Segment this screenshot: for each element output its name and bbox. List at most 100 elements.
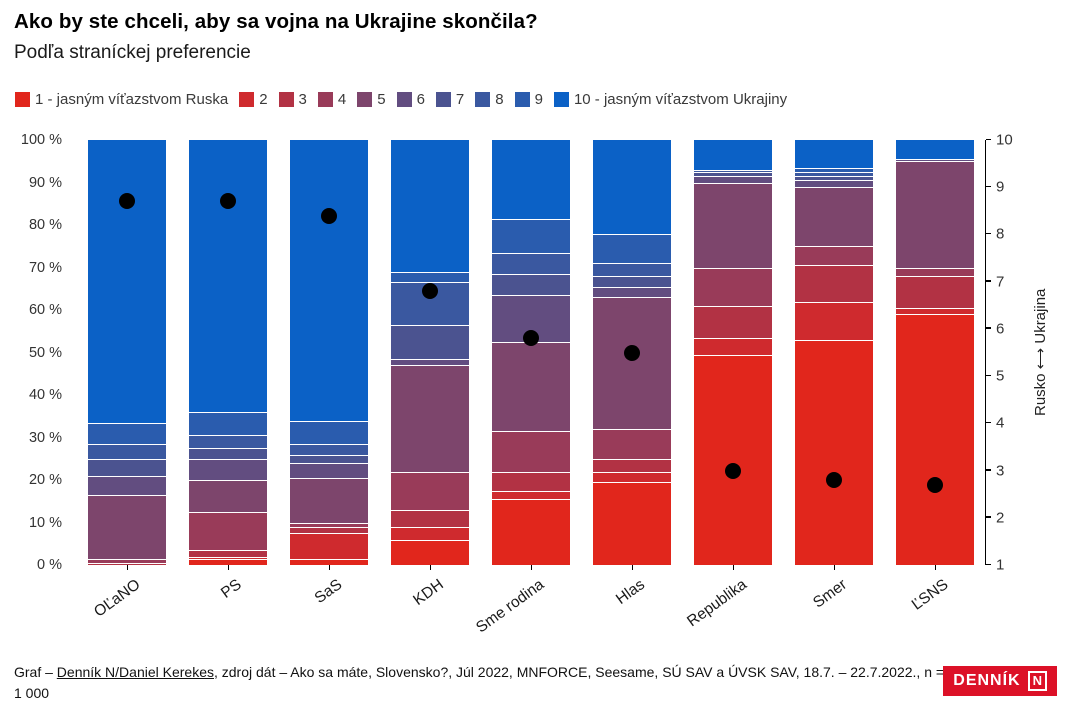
stacked-bar xyxy=(693,140,772,565)
bar-segment-4 xyxy=(289,522,368,527)
bar-segment-1 xyxy=(491,499,570,565)
right-axis-tick xyxy=(986,516,991,518)
stacked-bar xyxy=(592,140,671,565)
stacked-bar-chart: 0 % 10 % 20 % 30 % 40 % 50 % 60 % 70 % 80 % 90 % 1… xyxy=(0,132,1071,640)
bar-segment-3 xyxy=(693,305,772,338)
bar-segment-3 xyxy=(390,509,469,527)
legend-color-swatch xyxy=(514,92,530,107)
stacked-bar xyxy=(390,140,469,565)
right-axis-tick-label: 7 xyxy=(996,273,1005,291)
x-axis-tick xyxy=(732,565,734,570)
legend-label: 1 - jasným víťazstvom Ruska xyxy=(35,91,229,108)
bar-segment-8 xyxy=(693,169,772,172)
stacked-bar xyxy=(289,140,368,565)
legend-item: 8 xyxy=(475,91,504,108)
mean-dot xyxy=(623,344,640,361)
x-axis-label: Sme rodina xyxy=(473,576,548,637)
legend-item: 1 - jasným víťazstvom Ruska xyxy=(15,91,228,108)
x-axis-label: Smer xyxy=(810,576,851,612)
stacked-bar xyxy=(895,140,974,565)
stacked-bar xyxy=(87,140,166,565)
y-axis-tick-label: 100 % xyxy=(20,132,62,148)
legend-item: 5 xyxy=(357,91,386,108)
bar-segment-9 xyxy=(592,233,671,264)
legend-item: 4 xyxy=(317,91,347,108)
bar-segment-9 xyxy=(289,420,368,444)
bar-segment-7 xyxy=(87,458,166,476)
bar-segment-2 xyxy=(693,337,772,355)
bar-segment-7 xyxy=(491,273,570,296)
bar-segment-8 xyxy=(289,443,368,455)
right-axis-title: Rusko ⟷ Ukrajina xyxy=(1032,288,1049,417)
bar-segment-3 xyxy=(188,550,267,557)
legend-color-swatch xyxy=(396,92,412,107)
legend: 1 - jasným víťazstvom Ruska 2 3 4 5 6 7 8 9 10 - … xyxy=(15,91,787,108)
legend-item: 9 xyxy=(514,91,543,108)
right-axis-tick xyxy=(986,563,991,565)
mean-dot xyxy=(320,207,337,224)
right-axis-tick xyxy=(986,421,991,424)
y-axis-tick-label: 40 % xyxy=(28,387,62,403)
bar-segment-5 xyxy=(592,297,671,429)
page-title: Ako by ste chceli, aby sa vojna na Ukraj… xyxy=(14,10,538,33)
x-slot: KDH xyxy=(379,565,480,640)
bar-segment-2 xyxy=(289,533,368,559)
y-axis-tick-label: 90 % xyxy=(28,174,62,191)
legend-label: 5 xyxy=(377,91,386,108)
y-axis-left: 0 % 10 % 20 % 30 % 40 % 50 % 60 % 70 % 80 % 90 % 1… xyxy=(0,132,68,573)
bar-segment-6 xyxy=(390,358,469,366)
bar-segment-10 xyxy=(87,140,166,423)
bar-segment-4 xyxy=(895,267,974,276)
bar-segment-2 xyxy=(390,526,469,540)
y-axis-tick-label: 30 % xyxy=(28,429,62,446)
bar-segment-9 xyxy=(491,218,570,253)
bar-segment-6 xyxy=(289,463,368,478)
right-axis-tick-label: 9 xyxy=(996,178,1005,196)
bar-segment-8 xyxy=(188,435,267,449)
legend-label: 4 xyxy=(337,91,347,108)
legend-color-swatch xyxy=(239,92,255,107)
bar-slot-2 xyxy=(177,140,278,565)
legend-item: 3 xyxy=(278,91,307,108)
bar-slot-9 xyxy=(884,140,985,565)
mean-dot xyxy=(926,476,943,493)
x-axis: OĽaNO PS SaS KDH Sme rodina Hlas Republika Smer… xyxy=(76,565,985,640)
right-axis-tick-label: 4 xyxy=(996,414,1005,432)
x-axis-label: ĽSNS xyxy=(908,576,952,614)
y-axis-tick-label: 10 % xyxy=(28,514,62,531)
bar-segment-10 xyxy=(289,140,368,421)
mean-dot xyxy=(118,193,135,210)
y-axis-tick-label: 20 % xyxy=(28,472,62,488)
y-axis-tick-label: 80 % xyxy=(28,217,62,233)
bar-segment-10 xyxy=(491,140,570,219)
bar-segment-2 xyxy=(592,471,671,483)
legend-color-swatch xyxy=(435,92,451,107)
right-axis-tick xyxy=(986,280,991,282)
bar-slot-4 xyxy=(379,140,480,565)
bar-segment-8 xyxy=(491,252,570,274)
mean-dot xyxy=(825,472,842,488)
bar-segment-3 xyxy=(592,458,671,472)
bar-segment-7 xyxy=(592,276,671,287)
bar-segment-1 xyxy=(592,482,671,565)
bar-slot-5 xyxy=(480,140,581,565)
x-axis-label: Hlas xyxy=(613,576,649,608)
legend-color-swatch xyxy=(357,92,373,107)
right-axis-tick-label: 1 xyxy=(996,556,1005,574)
bar-segment-7 xyxy=(390,324,469,359)
legend-color-swatch xyxy=(278,92,294,107)
bar-segment-10 xyxy=(188,140,267,412)
bar-segment-5 xyxy=(895,161,974,268)
bar-segment-5 xyxy=(87,494,166,559)
y-axis-right: 1 2 3 4 5 6 7 8 9 10 xyxy=(986,132,1032,574)
stacked-bar xyxy=(491,140,570,565)
bar-segment-10 xyxy=(794,140,873,168)
mean-dot xyxy=(421,283,438,300)
bar-segment-8 xyxy=(794,171,873,177)
bar-segment-9 xyxy=(390,271,469,283)
footer-credit-link[interactable]: Denník N/Daniel Kerekes xyxy=(56,664,214,680)
bar-segment-5 xyxy=(188,480,267,512)
stacked-bar xyxy=(188,140,267,565)
x-axis-label: Republika xyxy=(683,576,750,631)
